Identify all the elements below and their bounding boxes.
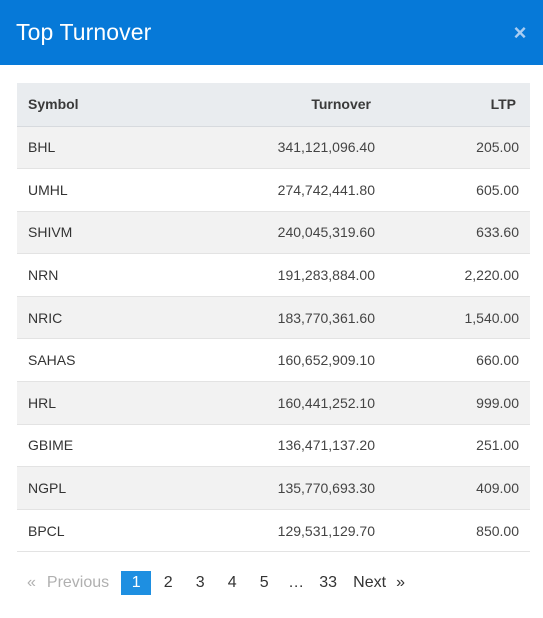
table-row[interactable]: HRL 160,441,252.10 999.00 bbox=[17, 381, 530, 425]
table-row[interactable]: NRIC 183,770,361.60 1,540.00 bbox=[17, 296, 530, 340]
turnover-table: Symbol Turnover LTP BHL 341,121,096.40 205… bbox=[17, 83, 530, 553]
table-row[interactable]: GBIME 136,471,137.20 251.00 bbox=[17, 424, 530, 468]
column-header-turnover[interactable]: Turnover bbox=[197, 83, 375, 127]
page-5-button[interactable]: 5 bbox=[259, 574, 269, 591]
cell-symbol: NRIC bbox=[17, 296, 197, 340]
cell-turnover: 341,121,096.40 bbox=[197, 126, 375, 170]
cell-ltp: 660.00 bbox=[375, 338, 530, 383]
cell-ltp: 1,540.00 bbox=[375, 296, 530, 340]
table-row[interactable]: SAHAS 160,652,909.10 660.00 bbox=[17, 338, 530, 383]
column-header-ltp[interactable]: LTP bbox=[375, 83, 530, 127]
close-icon[interactable]: × bbox=[513, 19, 527, 45]
table-row[interactable]: UMHL 274,742,441.80 605.00 bbox=[17, 168, 530, 212]
cell-symbol: NRN bbox=[17, 253, 197, 297]
cell-turnover: 160,441,252.10 bbox=[197, 381, 375, 425]
cell-symbol: BHL bbox=[17, 126, 197, 170]
double-chevron-left-icon: « bbox=[27, 574, 36, 591]
cell-symbol: SAHAS bbox=[17, 338, 197, 383]
cell-turnover: 135,770,693.30 bbox=[197, 466, 375, 510]
cell-symbol: SHIVM bbox=[17, 211, 197, 255]
cell-turnover: 191,283,884.00 bbox=[197, 253, 375, 297]
cell-ltp: 633.60 bbox=[375, 211, 530, 255]
page-4-button[interactable]: 4 bbox=[227, 574, 237, 591]
pagination: « Previous 1 2 3 4 5 … 33 Next » bbox=[27, 571, 405, 595]
table-row[interactable]: BHL 341,121,096.40 205.00 bbox=[17, 126, 530, 170]
double-chevron-right-icon: » bbox=[396, 574, 405, 591]
turnover-table-container: Symbol Turnover LTP BHL 341,121,096.40 205… bbox=[17, 83, 530, 553]
cell-ltp: 205.00 bbox=[375, 126, 530, 170]
cell-turnover: 183,770,361.60 bbox=[197, 296, 375, 340]
cell-turnover: 240,045,319.60 bbox=[197, 211, 375, 255]
cell-symbol: BPCL bbox=[17, 509, 197, 553]
pagination-ellipsis: … bbox=[288, 574, 305, 591]
next-label: Next bbox=[353, 574, 387, 591]
modal-title: Top Turnover bbox=[16, 19, 152, 45]
page-3-button[interactable]: 3 bbox=[195, 574, 205, 591]
table-row[interactable]: NGPL 135,770,693.30 409.00 bbox=[17, 466, 530, 510]
cell-symbol: HRL bbox=[17, 381, 197, 425]
table-row[interactable]: NRN 191,283,884.00 2,220.00 bbox=[17, 253, 530, 297]
cell-ltp: 999.00 bbox=[375, 381, 530, 425]
cell-turnover: 274,742,441.80 bbox=[197, 168, 375, 212]
cell-ltp: 2,220.00 bbox=[375, 253, 530, 297]
cell-ltp: 409.00 bbox=[375, 466, 530, 510]
page-1-button[interactable]: 1 bbox=[121, 571, 152, 595]
previous-label: Previous bbox=[46, 574, 110, 591]
cell-ltp: 251.00 bbox=[375, 424, 530, 468]
cell-symbol: GBIME bbox=[17, 424, 197, 468]
page-2-button[interactable]: 2 bbox=[163, 574, 173, 591]
table-row[interactable]: SHIVM 240,045,319.60 633.60 bbox=[17, 211, 530, 255]
previous-page-button[interactable]: « Previous bbox=[27, 571, 109, 595]
page-33-button[interactable]: 33 bbox=[319, 574, 338, 591]
cell-symbol: NGPL bbox=[17, 466, 197, 510]
cell-ltp: 850.00 bbox=[375, 509, 530, 553]
column-header-symbol[interactable]: Symbol bbox=[17, 83, 197, 127]
cell-symbol: UMHL bbox=[17, 168, 197, 212]
modal-header: Top Turnover × bbox=[0, 0, 543, 65]
cell-turnover: 136,471,137.20 bbox=[197, 424, 375, 468]
table-row[interactable]: BPCL 129,531,129.70 850.00 bbox=[17, 509, 530, 553]
cell-turnover: 160,652,909.10 bbox=[197, 338, 375, 383]
table-body: BHL 341,121,096.40 205.00 UMHL 274,742,441.8… bbox=[17, 126, 530, 553]
cell-ltp: 605.00 bbox=[375, 168, 530, 212]
cell-turnover: 129,531,129.70 bbox=[197, 509, 375, 553]
next-page-button[interactable]: Next » bbox=[353, 571, 405, 595]
table-header-row: Symbol Turnover LTP bbox=[17, 83, 530, 127]
